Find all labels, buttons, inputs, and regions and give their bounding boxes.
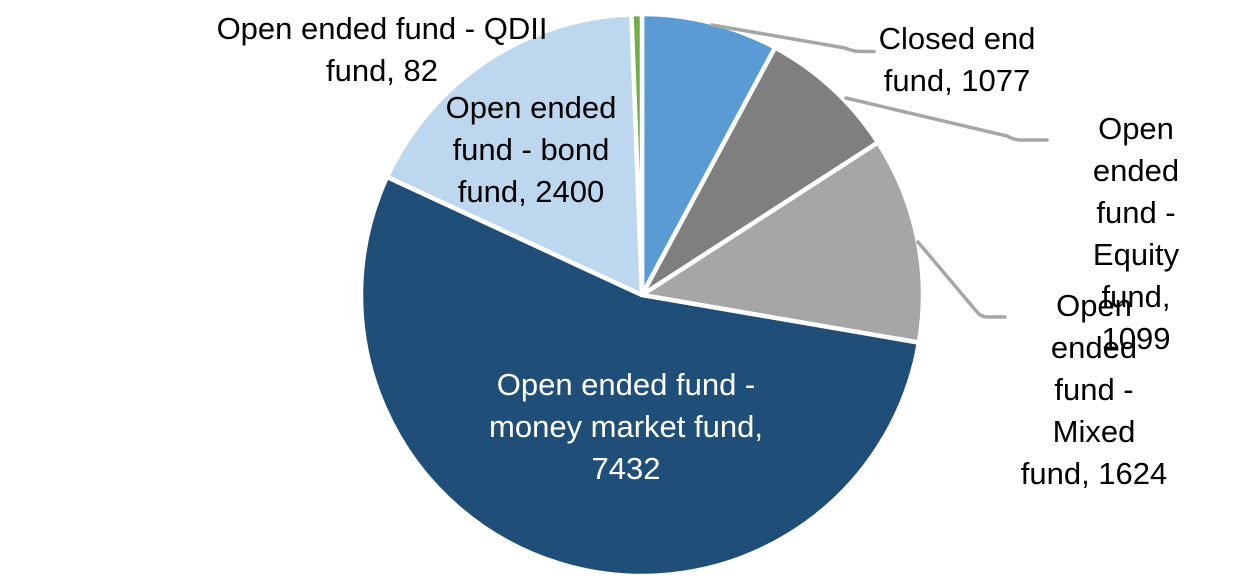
data-label-mixed-fund: Open ended fund - Mixed fund, 1624: [1020, 288, 1168, 491]
leader-line-equity-fund: [844, 96, 1049, 142]
data-label-money-market-fund: Open ended fund - money market fund, 743…: [489, 367, 763, 486]
data-label-qdii-fund: Open ended fund - QDII fund, 82: [216, 11, 548, 88]
data-label-equity-fund: Open ended fund - Equity fund, 1099: [1092, 111, 1180, 356]
leader-lines-group: [710, 23, 1049, 319]
pie-slice-open-ended-fund-equity-fund: [639, 45, 881, 298]
leader-line-mixed-fund: [916, 240, 1007, 319]
pie-slice-open-ended-fund-money-market-fund: [358, 174, 922, 579]
pie-slice-open-ended-fund-bond-fund: [384, 11, 645, 298]
pie-slices-group: [358, 11, 926, 579]
data-label-closed-end-fund: Closed end fund, 1077: [878, 21, 1036, 98]
data-label-bond-fund: Open ended fund - bond fund, 2400: [445, 90, 617, 209]
pie-slice-open-ended-fund-qdii-fund: [629, 11, 645, 298]
pie-slice-open-ended-fund-mixed-fund: [639, 140, 926, 345]
pie-slice-closed-end-fund: [639, 11, 778, 298]
leader-line-closed-end-fund: [710, 23, 876, 54]
